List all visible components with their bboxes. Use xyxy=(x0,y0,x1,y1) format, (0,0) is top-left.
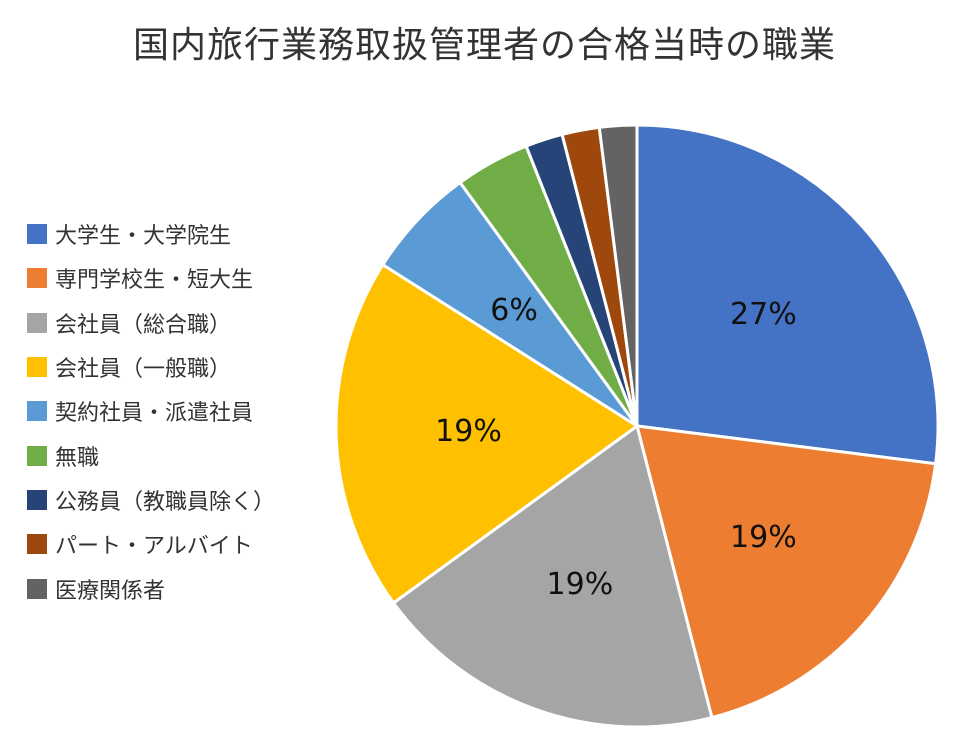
pie-slice xyxy=(597,123,639,428)
legend-item: 会社員（一般職） xyxy=(27,345,327,389)
legend-swatch xyxy=(27,534,47,555)
legend-swatch xyxy=(27,445,47,466)
pie-slice xyxy=(635,424,938,720)
data-label: 19% xyxy=(730,520,797,555)
legend-label: 公務員（教職員除く） xyxy=(55,489,276,515)
data-label: 19% xyxy=(547,567,614,602)
legend-item: 専門学校生・短大生 xyxy=(27,256,327,300)
chart-title: 国内旅行業務取扱管理者の合格当時の職業 xyxy=(132,25,836,66)
legend-label: 専門学校生・短大生 xyxy=(55,268,254,294)
pie-slice xyxy=(635,123,940,466)
legend-label: 無職 xyxy=(55,445,100,471)
data-label: 6% xyxy=(490,293,538,328)
legend-item: 医療関係者 xyxy=(27,566,327,610)
legend-label: 大学生・大学院生 xyxy=(55,224,232,250)
legend-label: 会社員（一般職） xyxy=(55,357,232,383)
legend-swatch xyxy=(27,578,47,599)
legend-item: 公務員（教職員除く） xyxy=(27,478,327,522)
data-label: 27% xyxy=(730,297,797,332)
legend-item: 会社員（総合職） xyxy=(27,301,327,345)
legend-swatch xyxy=(27,312,47,333)
legend-swatch xyxy=(27,401,47,422)
legend-swatch xyxy=(27,268,47,289)
data-label: 19% xyxy=(435,414,502,449)
legend: 大学生・大学院生 専門学校生・短大生 会社員（総合職） 会社員（一般職） 契約社員・派遣… xyxy=(27,212,327,611)
legend-label: 会社員（総合職） xyxy=(55,312,232,338)
pie-slice xyxy=(391,424,714,729)
legend-swatch xyxy=(27,489,47,510)
legend-label: パート・アルバイト xyxy=(55,534,253,560)
legend-item: 無職 xyxy=(27,433,327,477)
legend-item: 大学生・大学院生 xyxy=(27,212,327,256)
legend-item: パート・アルバイト xyxy=(27,522,327,566)
legend-swatch xyxy=(27,224,47,245)
legend-item: 契約社員・派遣社員 xyxy=(27,389,327,433)
legend-label: 医療関係者 xyxy=(55,578,166,604)
legend-swatch xyxy=(27,357,47,378)
legend-label: 契約社員・派遣社員 xyxy=(55,401,254,427)
pie-slice xyxy=(334,263,639,605)
